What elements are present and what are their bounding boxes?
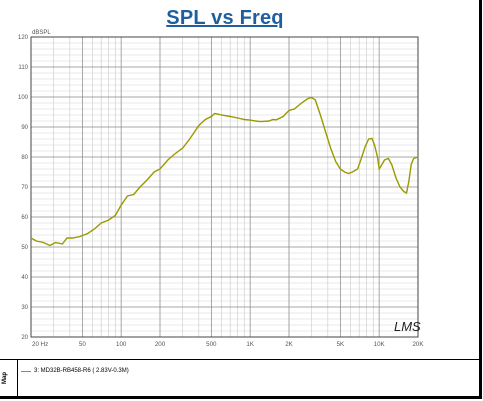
- legend-panel: Map 3: MD32B-RB458-R6 ( 2.83V-0.3M): [0, 359, 479, 397]
- x-tick-label: 500: [206, 341, 217, 348]
- legend-side-label: Map: [2, 372, 8, 384]
- y-tick-label: 40: [21, 275, 28, 281]
- x-tick-label: 10K: [374, 341, 386, 348]
- y-tick-label: 20: [21, 335, 28, 341]
- lms-watermark: LMS: [394, 319, 421, 334]
- y-tick-label: 50: [21, 245, 28, 251]
- x-tick-label: 20 Hz: [32, 341, 48, 348]
- x-tick-label: 200: [155, 341, 166, 348]
- y-tick-label: 80: [21, 155, 28, 161]
- x-tick-labels: 20 Hz 50 100 200 500 1K 2K 5K 10K 20K: [32, 341, 424, 348]
- plot-area: 20 30 40 50 60 70 80 90 100 110 120 20 Hz 50 100 200 5…: [18, 30, 424, 348]
- x-tick-label: 50: [79, 341, 86, 348]
- y-tick-labels: 20 30 40 50 60 70 80 90 100 110 120: [18, 35, 29, 341]
- plot-border: [30, 36, 419, 338]
- x-tick-label: 100: [116, 341, 127, 348]
- y-tick-label: 120: [18, 35, 29, 41]
- y-tick-label: 30: [21, 305, 28, 311]
- x-tick-label: 2K: [285, 341, 293, 348]
- y-tick-label: 110: [18, 65, 28, 71]
- y-tick-label: 60: [21, 215, 28, 221]
- x-tick-label: 20K: [412, 341, 424, 348]
- series-line: [30, 96, 419, 247]
- x-tick-label: 1K: [246, 341, 254, 348]
- y-axis-label: dBSPL: [32, 30, 51, 36]
- chart-title: SPL vs Freq: [166, 7, 284, 29]
- legend-entry-label: 3: MD32B-RB458-R6 ( 2.83V-0.3M): [34, 368, 129, 374]
- y-tick-label: 90: [21, 125, 28, 131]
- legend-swatch: [21, 371, 31, 372]
- y-tick-label: 70: [21, 185, 28, 191]
- major-grid: [30, 36, 419, 338]
- y-tick-label: 100: [18, 95, 29, 101]
- x-tick-label: 5K: [337, 341, 345, 348]
- legend-side-tab: Map: [0, 360, 18, 397]
